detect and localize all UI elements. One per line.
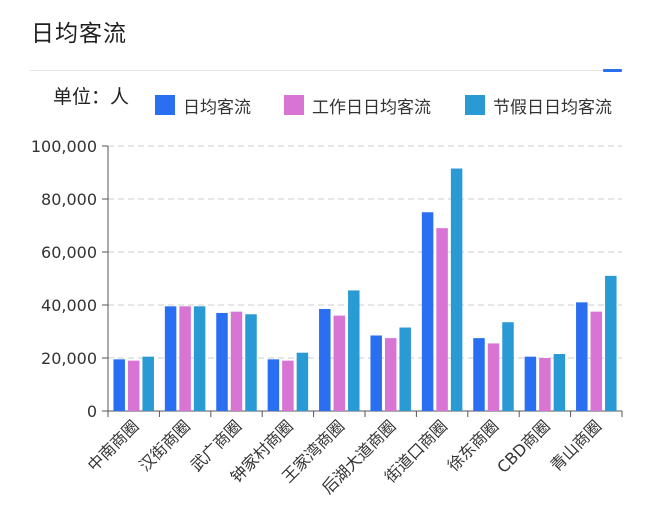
bar (539, 358, 551, 411)
bar (605, 275, 617, 411)
bar (576, 302, 588, 411)
y-tick-label: 60,000 (41, 243, 97, 262)
bar (473, 338, 485, 411)
bar (113, 359, 125, 411)
bar (267, 359, 280, 411)
bar (436, 228, 448, 411)
panel-title: 日均客流 (31, 21, 127, 47)
legend-label-holiday: 节假日日均客流 (493, 97, 612, 118)
legend-item-workday[interactable]: 工作日日均客流 (284, 94, 431, 118)
x-category-label: CBD商圈 (493, 416, 553, 476)
bar (348, 290, 360, 411)
bar (450, 168, 463, 411)
bar (502, 322, 514, 411)
bar (245, 314, 257, 411)
y-tick-label: 20,000 (41, 349, 97, 368)
legend-swatch-daily (155, 95, 175, 115)
legend-label-daily: 日均客流 (183, 97, 251, 118)
bar (487, 343, 500, 411)
bar (524, 356, 537, 411)
bar (296, 352, 309, 411)
bar (421, 212, 434, 411)
legend-item-daily[interactable]: 日均客流 (155, 94, 251, 118)
legend-item-holiday[interactable]: 节假日日均客流 (465, 94, 612, 118)
bar (179, 306, 191, 411)
chart-legend: 日均客流 工作日日均客流 节假日日均客流 (0, 94, 660, 118)
bar (590, 311, 603, 411)
bar (142, 356, 154, 411)
bar (127, 360, 140, 411)
bar (370, 335, 382, 411)
bar (319, 308, 331, 411)
bar (553, 354, 566, 411)
x-category-label: 青山商圈 (546, 416, 605, 475)
x-category-label: 汉街商圈 (135, 416, 194, 475)
x-category-label: 中南商圈 (84, 416, 143, 475)
bar (384, 338, 397, 411)
bar (333, 315, 346, 411)
bar (193, 306, 206, 411)
bar (399, 327, 411, 411)
legend-swatch-holiday (465, 95, 485, 115)
bar (282, 360, 294, 411)
bar (216, 312, 228, 411)
bar (164, 306, 177, 411)
y-tick-label: 40,000 (41, 296, 97, 315)
legend-swatch-workday (284, 95, 304, 115)
y-tick-label: 80,000 (41, 190, 97, 209)
x-category-label: 徐东商圈 (444, 416, 503, 475)
divider-accent (603, 69, 622, 72)
bar (230, 311, 243, 411)
legend-label-workday: 工作日日均客流 (312, 97, 431, 118)
unit-label: 单位：人 (53, 86, 130, 108)
y-tick-label: 0 (87, 402, 97, 421)
title-divider (30, 70, 622, 71)
y-tick-label: 100,000 (31, 137, 97, 156)
